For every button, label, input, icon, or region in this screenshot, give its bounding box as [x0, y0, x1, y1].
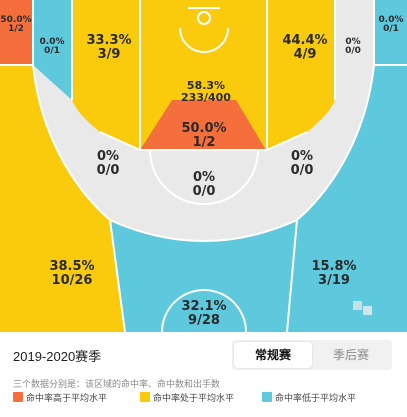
tab-playoffs[interactable]: 季后赛 [332, 348, 369, 362]
bottom-panel: 2019-2020赛季 常规赛 季后赛 三个数据分别是：该区域的命中率、命中数和… [0, 332, 407, 417]
zone-top-mid: 0% 0/0 [193, 171, 216, 198]
legend-item-average: 命中率处于平均水平 [140, 392, 234, 405]
legend-item-above: 命中率高于平均水平 [13, 392, 107, 405]
zone-pct: 58.3% [186, 79, 226, 92]
three-point-line [32, 0, 375, 242]
rim-circle [197, 11, 211, 25]
zone-pct: 38.5% [49, 259, 95, 274]
data-description: 三个数据分别是：该区域的命中率、命中数和出手数 [13, 380, 221, 390]
tab-regular-season[interactable]: 常规赛 [234, 342, 312, 368]
zone-pct: 32.1% [181, 299, 227, 314]
zone-right-three-area [287, 65, 407, 332]
zone-left-baseline-mid: 33.3% 3/9 [86, 34, 131, 61]
zone-made: 233/400 [181, 90, 231, 104]
legend-swatch-below [262, 392, 272, 402]
shot-chart: 50.0% 1/2 0.0% 0/1 33.3% 3/9 58.3% 233/4… [0, 0, 407, 332]
center-circle [161, 289, 247, 332]
zone-pct: 15.8% [311, 259, 357, 274]
court-diagram [0, 0, 407, 332]
zone-made: 3/19 [318, 272, 350, 288]
restricted-arc [179, 27, 229, 53]
zone-right-baseline-area [267, 0, 335, 150]
zone-left-corner: 50.0% 1/2 [0, 15, 32, 35]
zone-pct: 0% [290, 149, 314, 164]
free-throw-circle [149, 149, 259, 205]
legend-label-below: 命中率低于平均水平 [275, 394, 357, 404]
zone-left-elbow: 0% 0/0 [97, 150, 120, 177]
legend-item-below: 命中率低于平均水平 [262, 392, 356, 405]
zone-pct: 50.0% [0, 15, 32, 25]
season-type-tabs: 常规赛 季后赛 [232, 340, 392, 370]
zone-left-corner-area [0, 0, 33, 65]
zone-right-baseline-mid: 44.4% 4/9 [282, 34, 327, 61]
zone-right-corner-area [374, 0, 407, 65]
zone-made: 0/1 [383, 24, 399, 35]
legend-label-average: 命中率处于平均水平 [153, 394, 235, 404]
zone-made: 0/0 [345, 46, 361, 57]
zone-made: 0/1 [44, 46, 60, 57]
zone-made: 1/2 [192, 134, 216, 150]
zone-made: 0/0 [192, 183, 216, 199]
zone-pct: 0.0% [378, 15, 404, 25]
zone-right-three: 15.8% 3/19 [311, 260, 356, 287]
zone-pct: 0% [96, 149, 120, 164]
legend-label-above: 命中率高于平均水平 [26, 394, 108, 404]
zone-left-three-area-lower [0, 65, 125, 332]
zone-left-wing-area [33, 0, 72, 100]
zone-pct: 0.0% [39, 37, 65, 47]
zone-made: 3/9 [97, 46, 121, 62]
zone-right-elbow: 0% 0/0 [291, 150, 314, 177]
zone-pct: 0% [345, 37, 361, 47]
legend-swatch-average [140, 392, 150, 402]
zone-pct: 50.0% [181, 121, 227, 136]
zone-made: 0/0 [96, 162, 120, 178]
right-three-divider [286, 219, 298, 332]
zone-made: 0/0 [290, 162, 314, 178]
watermark-icon [353, 301, 372, 315]
zone-left-baseline-area [72, 0, 140, 150]
zone-made: 10/26 [51, 272, 93, 288]
legend-swatch-above [13, 392, 23, 402]
zone-right-corner: 0.0% 0/1 [378, 15, 404, 35]
zone-pct: 33.3% [86, 33, 132, 48]
zone-top-three: 32.1% 9/28 [181, 300, 226, 327]
legend: 命中率高于平均水平 命中率处于平均水平 命中率低于平均水平 [0, 392, 407, 408]
zone-left-wing-mid: 0.0% 0/1 [39, 37, 65, 57]
zone-made: 1/2 [8, 24, 24, 35]
right-elbow-divider [266, 131, 308, 151]
zone-free-throw: 50.0% 1/2 [181, 122, 226, 149]
zone-free-throw-area [140, 100, 266, 150]
season-label: 2019-2020赛季 [13, 349, 102, 364]
zone-made: 4/9 [293, 46, 317, 62]
zone-made: 9/28 [188, 312, 220, 328]
left-three-divider [109, 219, 126, 332]
zone-right-wing-area [335, 0, 374, 100]
zone-right-wing-mid: 0% 0/0 [345, 37, 361, 57]
zone-paint: 58.3% 233/400 [181, 80, 231, 103]
zone-pct: 0% [192, 170, 216, 185]
zone-left-three: 38.5% 10/26 [49, 260, 94, 287]
zone-pct: 44.4% [282, 33, 328, 48]
left-elbow-divider [99, 131, 141, 151]
paint-line [139, 0, 268, 151]
